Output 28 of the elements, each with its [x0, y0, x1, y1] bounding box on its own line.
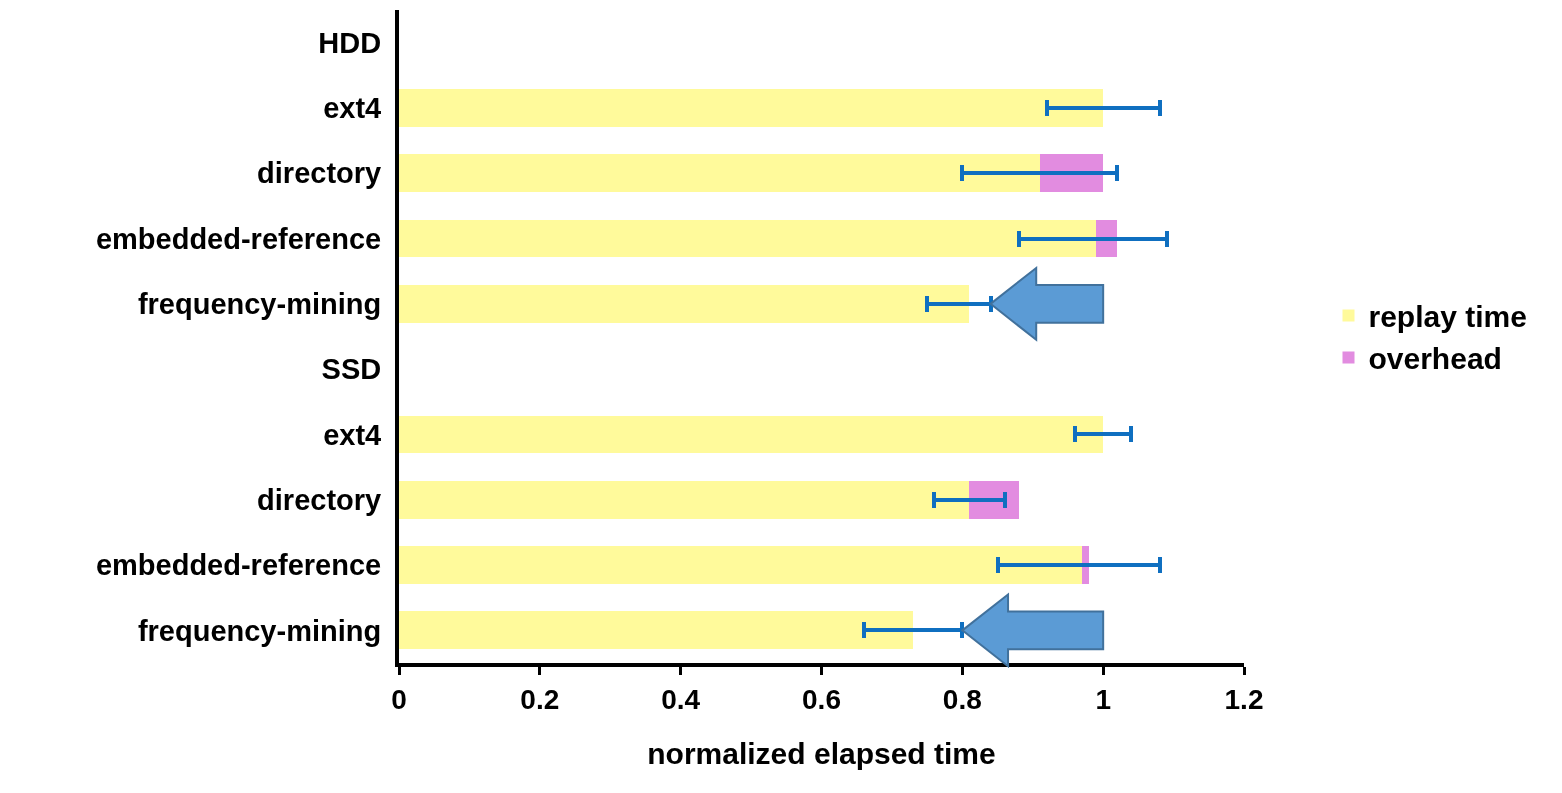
y-tick-label: ext4	[323, 92, 382, 125]
bar	[399, 546, 1083, 584]
y-tick-label: directory	[257, 157, 382, 190]
y-tick-label: ext4	[323, 418, 382, 451]
y-tick-label: frequency-mining	[137, 614, 382, 647]
y-tick-label: SSD	[321, 353, 382, 386]
bar	[399, 284, 970, 323]
bar	[399, 415, 1104, 454]
x-tick-label: 1.2	[1224, 683, 1264, 715]
bar	[399, 480, 970, 519]
x-tick-label: 0	[391, 683, 407, 715]
x-axis-title: normalized elapsed time	[647, 736, 996, 770]
bar	[399, 219, 1097, 258]
x-tick-label: 0.6	[802, 683, 841, 715]
y-tick-label: frequency-mining	[137, 288, 382, 320]
bar	[399, 89, 1104, 127]
legend-label: overhead	[1368, 342, 1502, 376]
x-tick-label: 1	[1095, 683, 1111, 715]
x-tick-label: 0.8	[942, 683, 982, 715]
bar	[399, 154, 1040, 193]
bar	[399, 611, 914, 650]
y-tick-label: directory	[257, 483, 382, 516]
y-tick-label: HDD	[318, 26, 382, 59]
y-tick-label: embedded-reference	[95, 222, 382, 255]
x-tick-label: 0.2	[520, 683, 560, 715]
x-tick-label: 0.4	[661, 683, 701, 715]
y-tick-label: embedded-reference	[95, 549, 382, 582]
legend-label: replay time	[1368, 300, 1527, 334]
